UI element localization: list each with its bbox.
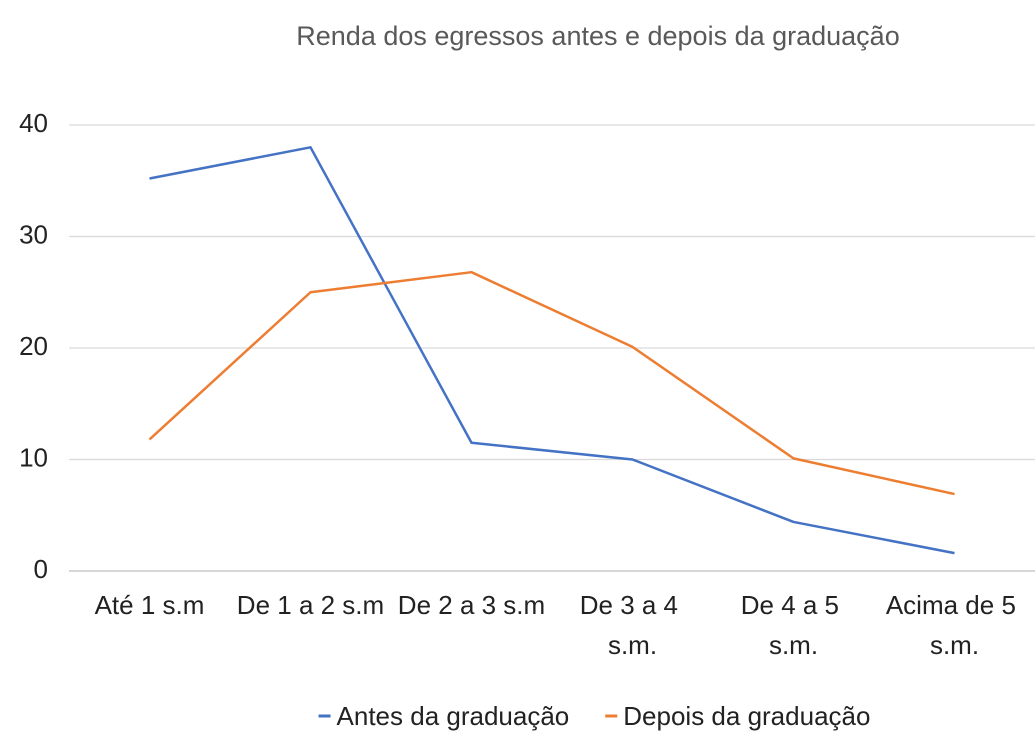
y-tick-label: 40 [19, 108, 48, 138]
y-tick-label: 20 [19, 331, 48, 361]
series-line [148, 270, 955, 496]
legend-label: Depois da graduação [623, 701, 870, 731]
legend-label: Antes da graduação [337, 701, 570, 731]
chart-title: Renda dos egressos antes e depois da gra… [296, 21, 899, 51]
x-tick-label: De 2 a 3 s.m [398, 590, 545, 620]
x-tick-label: De 4 a 5 s.m. [741, 590, 847, 660]
x-tick-label: De 1 a 2 s.m [237, 590, 384, 620]
y-tick-label: 10 [19, 442, 48, 472]
x-tick-label: Até 1 s.m [95, 590, 205, 620]
y-tick-label: 30 [19, 219, 48, 249]
x-tick-label: Acima de 5 s.m. [886, 590, 1023, 660]
x-tick-label: De 3 a 4 s.m. [580, 590, 686, 660]
y-tick-label: 0 [34, 554, 48, 584]
series-line [149, 146, 955, 555]
